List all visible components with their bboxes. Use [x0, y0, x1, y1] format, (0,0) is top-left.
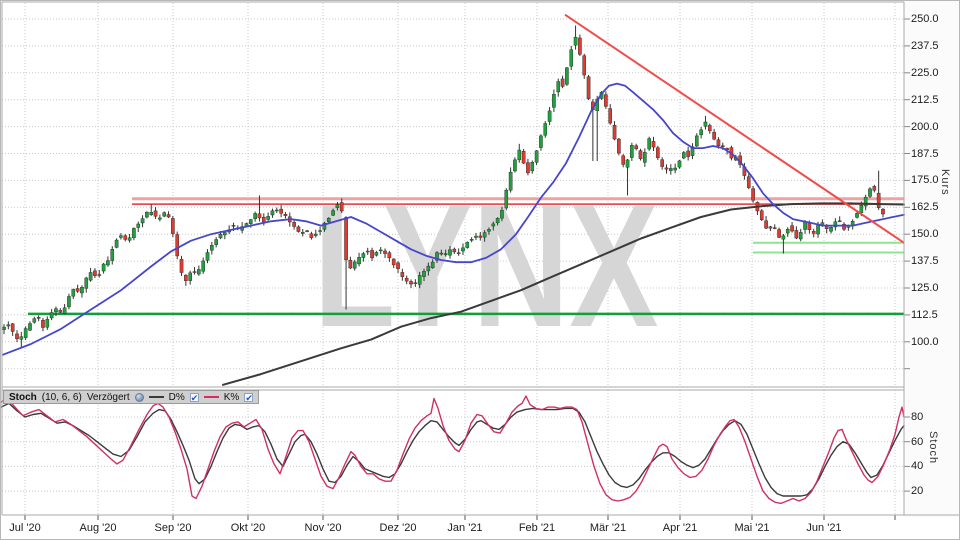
month-tick-label: Sep '20: [154, 522, 192, 534]
price-tick-label: 162.5: [911, 201, 939, 214]
ma50-line: [2, 82, 905, 356]
stoch-k-label: K%: [223, 391, 240, 403]
k-percent-checkbox[interactable]: ✔: [244, 392, 254, 403]
globe-icon[interactable]: [134, 392, 144, 402]
month-tick-label: Jun '21: [806, 522, 842, 534]
support-resistance-levels: [28, 197, 904, 316]
month-tick-label: Dez '20: [379, 522, 417, 534]
candlesticks: [2, 25, 885, 349]
lynx-watermark: LYNX: [314, 169, 659, 364]
panel-borders: [1, 1, 959, 516]
stoch-k-line: [1, 395, 905, 505]
price-tick-label: 225.0: [911, 66, 939, 79]
price-tick-label: 112.5: [911, 308, 938, 321]
price-tick-label: 200.0: [911, 120, 939, 133]
stoch-tick-label: 40: [911, 460, 924, 473]
stoch-d-label: D%: [168, 391, 185, 403]
month-tick-label: Mär '21: [589, 522, 627, 534]
price-tick-label: 150.0: [911, 228, 939, 241]
stoch-params: (10, 6, 6): [41, 391, 82, 403]
price-tick-label: 212.5: [911, 93, 939, 106]
price-tick-label: 237.5: [911, 39, 939, 52]
month-tick-label: Okt '20: [230, 522, 266, 534]
price-tick-label: 187.5: [911, 147, 939, 160]
downtrend-line[interactable]: [564, 13, 905, 244]
d-percent-checkbox[interactable]: ✔: [189, 392, 199, 403]
stoch-title: Stoch: [9, 391, 37, 403]
month-tick-label: Nov '20: [304, 522, 342, 534]
price-tick-label: 100.0: [911, 335, 939, 348]
price-tick-label: 137.5: [911, 255, 939, 268]
stoch-legend: Stoch (10, 6, 6) Verzögert D% ✔ K% ✔: [3, 390, 260, 404]
price-tick-label: 125.0: [911, 282, 939, 294]
ma200-line: [222, 202, 905, 386]
stoch-axis-title: Stoch: [927, 431, 939, 465]
stoch-mode-label: Verzögert: [86, 391, 130, 403]
month-tick-label: Mai '21: [734, 522, 770, 534]
price-axis-title: Kurs: [939, 169, 951, 196]
price-tick-label: 250.0: [911, 13, 939, 25]
month-tick-label: Jul '20: [9, 522, 41, 534]
stoch-tick-label: 60: [911, 435, 924, 448]
month-tick-label: Jan '21: [447, 522, 483, 534]
d-line-sample-icon: [148, 396, 164, 398]
k-line-sample-icon: [203, 396, 219, 398]
month-tick-label: Aug '20: [79, 522, 117, 534]
stoch-tick-label: 80: [911, 411, 924, 423]
month-tick-label: Feb '21: [518, 522, 556, 534]
month-tick-label: Apr '21: [662, 522, 698, 534]
price-tick-label: 175.0: [911, 174, 939, 187]
stoch-tick-label: 20: [911, 485, 924, 498]
